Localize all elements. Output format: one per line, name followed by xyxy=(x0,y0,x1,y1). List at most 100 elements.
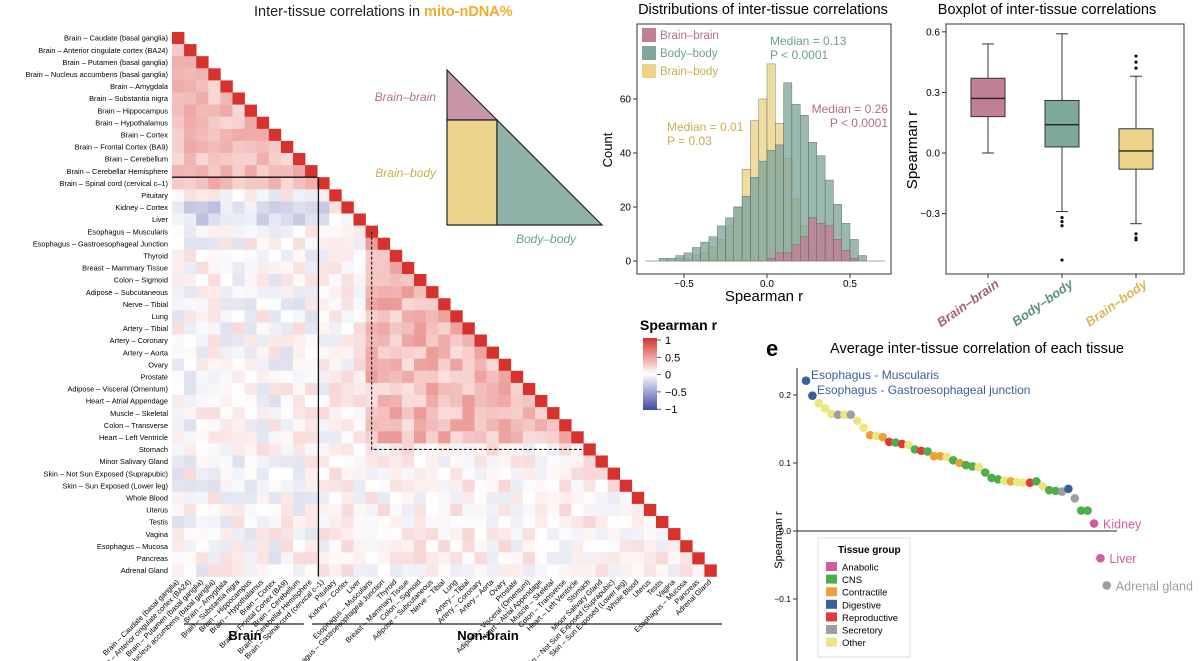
heatmap-cell xyxy=(414,395,427,408)
heatmap-cell xyxy=(244,334,257,347)
heatmap-cell xyxy=(293,479,306,493)
heatmap-cell xyxy=(244,128,257,142)
scatter-legend-label: Contractile xyxy=(842,588,887,599)
heatmap-diagonal-cell xyxy=(353,213,366,226)
heatmap-cell xyxy=(486,540,499,553)
heatmap-cell xyxy=(401,552,415,565)
heatmap-cell xyxy=(474,419,487,432)
heatmap-cell xyxy=(353,286,366,299)
heatmap-cell xyxy=(535,552,548,565)
heatmap-cell xyxy=(268,261,282,275)
scatter-point xyxy=(1044,485,1054,495)
heatmap-cell xyxy=(474,540,487,553)
heatmap-cell xyxy=(414,407,427,420)
heatmap-cell xyxy=(256,382,270,396)
heatmap-cell xyxy=(172,479,185,493)
heatmap-cell xyxy=(510,528,524,541)
heatmap-diagonal-cell xyxy=(317,177,330,190)
heatmap-cell xyxy=(172,419,185,432)
heatmap-cell xyxy=(401,479,415,493)
heatmap-cell xyxy=(583,540,596,553)
heatmap-cell xyxy=(305,382,318,396)
heatmap-cell xyxy=(341,261,354,275)
heatmap-cell xyxy=(268,370,282,384)
heatmap-cell xyxy=(438,455,451,468)
heatmap-cell xyxy=(172,116,185,130)
heatmap-cell xyxy=(341,552,354,565)
heatmap-cell xyxy=(474,455,487,468)
heatmap-row-label: Pancreas xyxy=(137,554,169,563)
scatter-point xyxy=(891,438,900,447)
heatmap-cell xyxy=(450,419,463,432)
heatmap-cell xyxy=(510,552,524,565)
heatmap-cell xyxy=(280,528,294,541)
heatmap-cell xyxy=(184,92,197,105)
heatmap-cell xyxy=(244,153,257,166)
heatmap-row-label: Esophagus – Mucosa xyxy=(97,542,169,551)
heatmap-cell xyxy=(220,552,233,565)
heatmap-cell xyxy=(208,286,221,299)
heatmap-cell xyxy=(172,104,185,117)
heatmap-cell xyxy=(232,116,245,130)
heatmap-cell xyxy=(184,116,197,130)
heatmap-cell xyxy=(547,491,560,505)
histogram-bar xyxy=(658,258,668,262)
heatmap-cell xyxy=(414,503,427,517)
heatmap-cell xyxy=(220,467,233,480)
heatmap-cell xyxy=(305,370,318,384)
scatter-legend-label: Other xyxy=(842,638,866,649)
histogram-legend-swatch xyxy=(642,46,656,60)
scatter-point xyxy=(852,416,862,426)
heatmap-cell xyxy=(619,540,633,553)
scatter-point xyxy=(923,447,932,456)
scatter-point xyxy=(968,462,977,471)
scatter-point xyxy=(1064,484,1073,494)
heatmap-cell xyxy=(293,443,306,456)
heatmap-cell xyxy=(268,165,282,178)
heatmap-cell xyxy=(256,261,270,275)
heatmap-cell xyxy=(208,213,221,226)
heatmap-cell xyxy=(244,261,257,275)
heatmap-row-label: Nerve – Tibial xyxy=(123,300,169,309)
heatmap-cell xyxy=(486,358,499,372)
histogram-ytick-label: 0 xyxy=(625,257,631,268)
boxplot-ytick-label: 0.3 xyxy=(926,88,940,99)
boxplot-outlier xyxy=(1060,220,1064,224)
heatmap-cell xyxy=(426,455,439,468)
heatmap-cell xyxy=(268,140,282,154)
heatmap-cell xyxy=(353,370,366,384)
scatter-legend-swatch xyxy=(826,587,837,597)
heatmap-row-label: Heart – Left Ventricle xyxy=(99,433,168,442)
heatmap-cell xyxy=(510,491,524,505)
heatmap-cell xyxy=(232,201,245,214)
heatmap-cell xyxy=(293,346,306,359)
heatmap-cell xyxy=(535,467,548,480)
scatter-point xyxy=(846,410,856,420)
heatmap-cell xyxy=(208,443,221,456)
heatmap-cell xyxy=(414,358,427,372)
heatmap-cell xyxy=(631,552,645,565)
heatmap-cell xyxy=(196,455,209,468)
heatmap-cell xyxy=(208,261,221,275)
heatmap-cell xyxy=(317,286,330,299)
heatmap-cell xyxy=(401,564,415,577)
heatmap-cell xyxy=(172,225,185,238)
heatmap-cell xyxy=(341,322,354,335)
heatmap-cell xyxy=(401,382,415,396)
heatmap-cell xyxy=(450,479,463,493)
heatmap-cell xyxy=(535,419,548,432)
heatmap-cell xyxy=(365,419,378,432)
heatmap-cell xyxy=(498,564,512,577)
heatmap-cell xyxy=(317,189,330,202)
heatmap-cell xyxy=(377,249,391,263)
heatmap-cell xyxy=(438,516,451,529)
histogram-frame xyxy=(636,23,892,275)
heatmap-cell xyxy=(450,370,463,384)
heatmap-cell xyxy=(559,479,572,493)
scatter-point xyxy=(872,431,881,441)
heatmap-cell xyxy=(305,177,318,190)
heatmap-cell xyxy=(341,249,354,263)
heatmap-cell xyxy=(184,479,197,493)
heatmap-cell xyxy=(208,455,221,468)
heatmap-cell xyxy=(438,322,451,335)
